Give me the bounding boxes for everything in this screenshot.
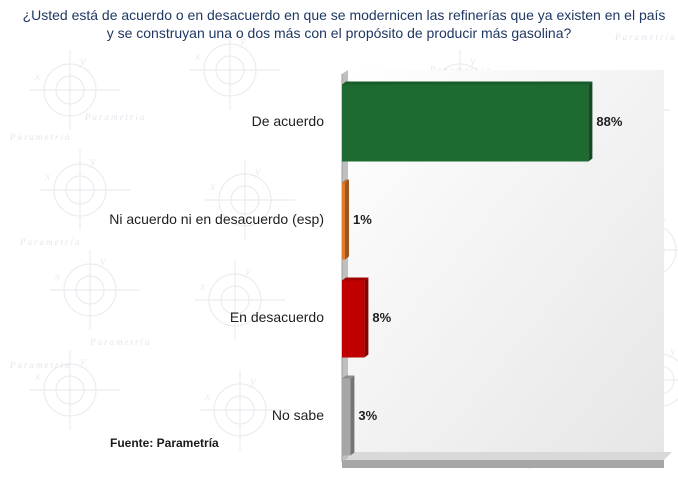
svg-text:y: y (468, 53, 476, 68)
svg-text:y: y (238, 33, 246, 48)
svg-text:y: y (88, 153, 96, 168)
chart-floor-edge (342, 460, 664, 468)
bar-top (342, 375, 355, 379)
watermark-tile: yx (200, 370, 290, 450)
bar (342, 179, 349, 260)
watermark-word: Parametría (9, 360, 72, 370)
svg-text:x: x (34, 369, 41, 383)
category-label: Ni acuerdo ni en desacuerdo (esp) (109, 211, 324, 227)
watermark-word: Parametría (89, 337, 152, 347)
svg-text:y: y (668, 343, 676, 358)
bar (342, 375, 355, 456)
bar-top (342, 277, 369, 281)
value-label: 1% (353, 212, 372, 227)
chart-axis-wall (342, 70, 348, 462)
title-line-1: ¿Usted está de acuerdo o en desacuerdo e… (22, 7, 666, 23)
svg-text:y: y (248, 373, 256, 388)
chart-back-wall (348, 70, 664, 458)
bar-face (342, 280, 365, 358)
bar-side (350, 375, 355, 456)
svg-text:x: x (194, 49, 201, 63)
watermark-tile: yx (40, 150, 130, 230)
svg-text:y: y (243, 263, 251, 278)
value-label: 3% (358, 408, 378, 423)
category-label: De acuerdo (251, 113, 324, 129)
bar-side (588, 81, 593, 162)
svg-text:x: x (199, 279, 206, 293)
watermark-tile: yx (190, 30, 280, 110)
watermark-tile: yx (50, 250, 140, 330)
bar-face (342, 378, 351, 456)
svg-text:x: x (209, 179, 216, 193)
category-label: En desacuerdo (229, 309, 324, 325)
watermark-tile: yx (195, 260, 285, 340)
title-line-2: y se construyan una o dos más con el pro… (106, 25, 572, 41)
svg-text:y: y (78, 53, 86, 68)
bar-side (345, 179, 349, 260)
svg-text:y: y (253, 163, 261, 178)
watermark-word: Parametría (614, 32, 677, 42)
watermark-tile: yx (30, 350, 120, 430)
svg-text:y: y (78, 353, 86, 368)
watermark-word: Parametría (19, 237, 82, 247)
svg-text:x: x (54, 269, 61, 283)
watermark-word: Parametría (84, 112, 147, 122)
bar (342, 81, 593, 162)
value-label: 88% (596, 114, 623, 129)
chart-title: ¿Usted está de acuerdo o en desacuerdo e… (0, 6, 678, 42)
bar-top (342, 81, 593, 85)
watermark-tile: yx (205, 160, 295, 240)
value-label: 8% (372, 310, 392, 325)
bar-face (342, 182, 345, 260)
svg-text:x: x (34, 69, 41, 83)
svg-text:x: x (204, 389, 211, 403)
bar (342, 277, 369, 358)
category-label: No sabe (271, 407, 324, 423)
svg-text:y: y (98, 253, 106, 268)
bar-top (342, 179, 349, 183)
watermark-word: Parametría (9, 132, 72, 142)
watermark-tile: yx (30, 50, 120, 130)
bar-side (364, 277, 369, 358)
svg-text:x: x (44, 169, 51, 183)
bar-face (342, 84, 589, 162)
source-note: Fuente: Parametría (110, 436, 219, 450)
chart-floor (342, 452, 672, 460)
